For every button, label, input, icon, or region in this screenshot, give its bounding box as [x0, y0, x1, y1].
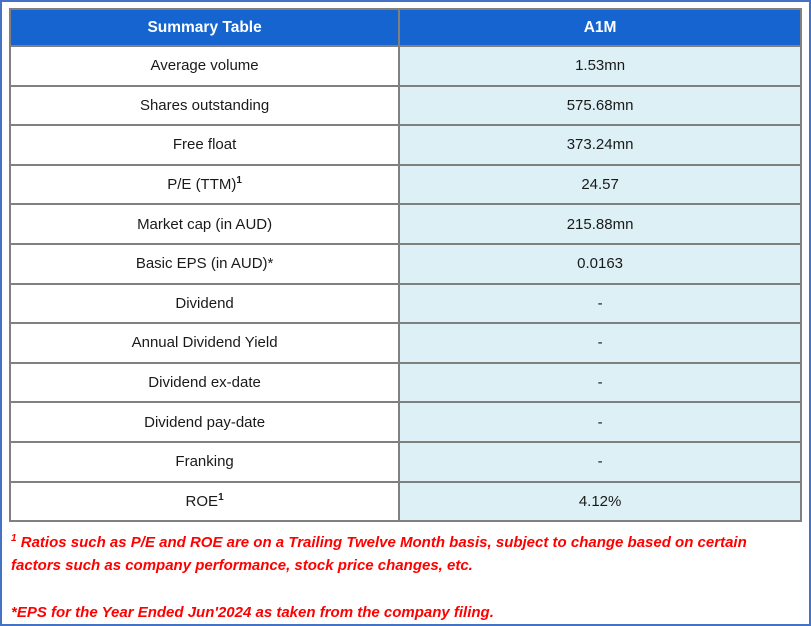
metric-label: Dividend [8, 282, 401, 325]
table-row: Basic EPS (in AUD)* 0.0163 [8, 242, 802, 285]
metric-label: Free float [8, 124, 401, 166]
header-ticker-column: A1M [398, 8, 802, 47]
table-row: P/E (TTM)1 24.57 [8, 163, 802, 206]
metric-label: Dividend pay-date [8, 401, 401, 443]
metric-label: Basic EPS (in AUD)* [8, 242, 401, 285]
table-row: Dividend pay-date - [8, 401, 802, 443]
footnote-marker: 1 [236, 175, 242, 187]
metric-label: Dividend ex-date [8, 361, 401, 404]
table-row: Shares outstanding 575.68mn [8, 84, 802, 127]
metric-value: - [398, 361, 802, 404]
metric-value: - [398, 440, 802, 483]
table-row: Free float 373.24mn [8, 124, 802, 166]
table-row: Annual Dividend Yield - [8, 322, 802, 364]
table-row: Dividend - [8, 282, 802, 325]
metric-label: Average volume [8, 45, 401, 87]
metric-value: 373.24mn [398, 124, 802, 166]
table-row: Dividend ex-date - [8, 361, 802, 404]
metric-value: - [398, 282, 802, 325]
metric-label: ROE1 [8, 480, 401, 523]
metric-value: 575.68mn [398, 84, 802, 127]
metric-value: 4.12% [398, 480, 802, 523]
footnote-marker: 1 [218, 491, 224, 503]
metric-label: Annual Dividend Yield [8, 322, 401, 364]
metric-label: Market cap (in AUD) [8, 203, 401, 245]
footnote-text: *EPS for the Year Ended Jun'2024 as take… [11, 603, 494, 621]
table-row: Market cap (in AUD) 215.88mn [8, 203, 802, 245]
metric-label: P/E (TTM)1 [8, 163, 401, 206]
table-row: Franking - [8, 440, 802, 483]
summary-table: Summary Table A1M Average volume 1.53mn Sh… [8, 8, 802, 523]
footnote-text: 1 Ratios such as P/E and ROE are on a Tr… [11, 533, 747, 575]
metric-value: 24.57 [398, 163, 802, 206]
metric-value: - [398, 322, 802, 364]
header-label-column: Summary Table [8, 8, 401, 47]
metric-value: 215.88mn [398, 203, 802, 245]
metric-value: 0.0163 [398, 242, 802, 285]
header-row: Summary Table A1M [8, 8, 802, 47]
footnotes-section: 1 Ratios such as P/E and ROE are on a Tr… [9, 522, 802, 624]
table-row: Average volume 1.53mn [8, 45, 802, 87]
footnote-marker: 1 [11, 533, 17, 545]
metric-value: 1.53mn [398, 45, 802, 87]
metric-value: - [398, 401, 802, 443]
metric-label: Franking [8, 440, 401, 483]
metric-label: Shares outstanding [8, 84, 401, 127]
table-row: ROE1 4.12% [8, 480, 802, 523]
